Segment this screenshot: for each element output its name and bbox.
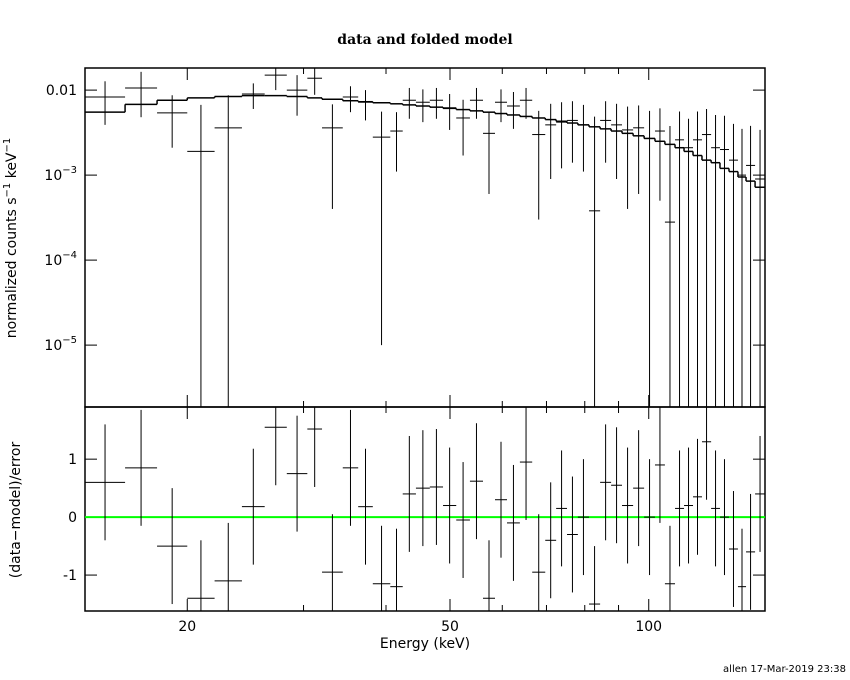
y-tick-base: 10 <box>44 253 62 269</box>
y-tick-label: -1 <box>63 568 77 584</box>
y-label-part: −1 <box>2 183 13 198</box>
y-axis-label: (data−model)/error <box>8 442 24 579</box>
y-tick-label: 0.01 <box>46 83 77 99</box>
x-tick-label: 20 <box>178 619 196 635</box>
y-label-part: normalized counts s <box>4 197 20 338</box>
chart-title: data and folded model <box>337 32 512 48</box>
y-tick-label: 0 <box>68 510 77 526</box>
y-axis-label: normalized counts s−1 keV−1 <box>2 138 20 339</box>
y-tick-exponent: −3 <box>62 165 77 176</box>
x-tick-label: 100 <box>635 619 662 635</box>
y-tick-label: 1 <box>68 452 77 468</box>
footer: allen 17-Mar-2019 23:38 <box>723 664 846 675</box>
x-axis-label: Energy (keV) <box>380 636 470 652</box>
y-tick-label: 10−5 <box>44 335 77 354</box>
y-tick-exponent: −5 <box>62 335 77 346</box>
y-tick-label: 10−3 <box>44 165 77 184</box>
y-tick-base: 10 <box>44 338 62 354</box>
x-tick-label: 50 <box>441 619 459 635</box>
y-tick-label: 10−4 <box>44 250 77 269</box>
y-label-part: keV <box>4 152 20 183</box>
y-label-part: −1 <box>2 138 13 153</box>
y-tick-base: 10 <box>44 168 62 184</box>
y-tick-exponent: −4 <box>62 250 77 261</box>
